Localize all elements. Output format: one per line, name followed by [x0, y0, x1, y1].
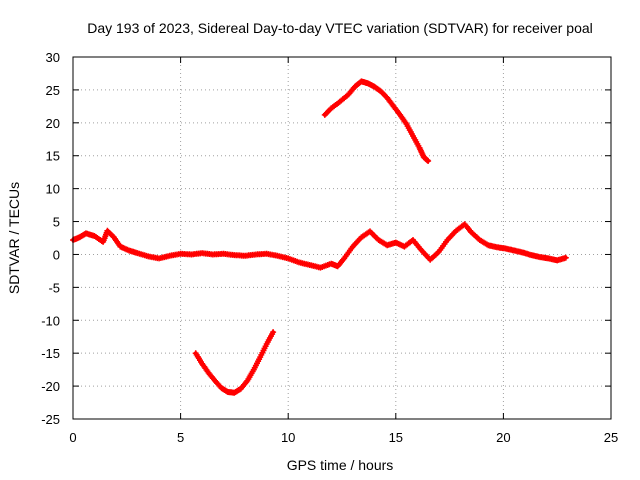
- data-point: [270, 329, 277, 336]
- y-tick-label: -5: [48, 280, 60, 295]
- data-point: [562, 254, 569, 261]
- x-tick-label: 10: [281, 430, 295, 445]
- y-tick-label: -25: [41, 412, 60, 427]
- y-tick-label: 5: [53, 215, 60, 230]
- y-tick-label: 20: [46, 116, 60, 131]
- y-tick-label: -10: [41, 313, 60, 328]
- y-tick-label: 10: [46, 182, 60, 197]
- x-tick-label: 25: [604, 430, 618, 445]
- ticks: 0 5 10 15 20 25 -25 -20 -15 -10 -5 0 5 10 15 20 25 30: [41, 50, 618, 445]
- data-layer: [70, 78, 569, 396]
- y-axis-label: SDTVAR / TECUs: [6, 182, 22, 294]
- x-tick-label: 15: [389, 430, 403, 445]
- series-main-trace: [70, 221, 569, 271]
- x-axis-label: GPS time / hours: [287, 457, 394, 473]
- y-tick-label: 0: [53, 247, 60, 262]
- plot-frame: [72, 56, 612, 420]
- x-tick-label: 0: [69, 430, 76, 445]
- series-line: [322, 79, 431, 163]
- chart-title: Day 193 of 2023, Sidereal Day-to-day VTE…: [87, 20, 593, 36]
- y-tick-label: -15: [41, 346, 60, 361]
- x-tick-label: 20: [496, 430, 510, 445]
- series-lower-arc: [192, 329, 277, 396]
- y-tick-label: -20: [41, 379, 60, 394]
- series-upper-arc: [321, 78, 432, 164]
- y-tick-label: 25: [46, 83, 60, 98]
- series-line: [193, 330, 276, 395]
- y-tick-label: 15: [46, 149, 60, 164]
- y-tick-label: 30: [46, 50, 60, 65]
- data-point: [425, 158, 432, 164]
- x-tick-label: 5: [177, 430, 184, 445]
- grid: [73, 57, 611, 419]
